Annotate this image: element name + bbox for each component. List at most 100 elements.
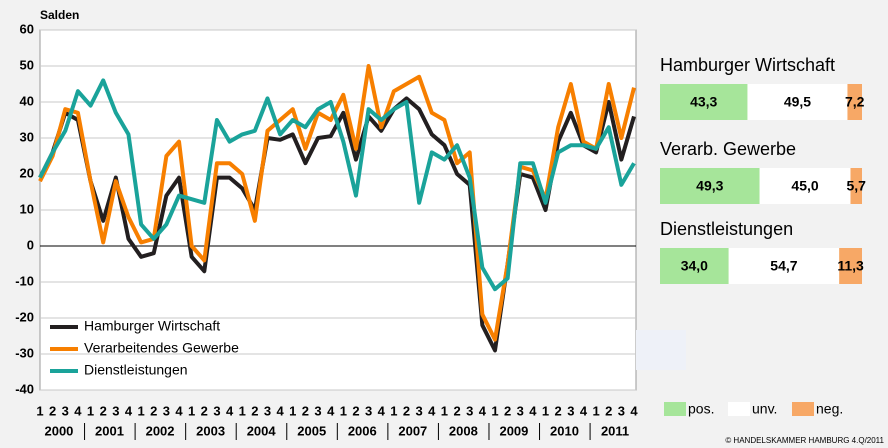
legend-swatch [728, 402, 750, 416]
value-label: 11,3 [837, 258, 864, 274]
value-label: 7,2 [845, 94, 865, 110]
y-tick-label: -40 [15, 381, 34, 396]
bar-segment [847, 84, 862, 120]
panel-title: Verarb. Gewerbe [660, 139, 796, 159]
x-tick-label: 3 [416, 403, 423, 418]
x-tick-label: 2 [201, 403, 208, 418]
x-tick-label: 3 [517, 403, 524, 418]
x-tick-label: 2 [302, 403, 309, 418]
x-tick-label: 4 [630, 403, 638, 418]
x-tick-label: 1 [137, 403, 144, 418]
y-tick-label: 20 [20, 165, 34, 180]
x-tick-label: 2 [150, 403, 157, 418]
x-tick-label: 2 [403, 403, 410, 418]
bar-segment [747, 84, 848, 120]
x-tick-label: 1 [36, 403, 43, 418]
y-tick-label: -30 [15, 345, 34, 360]
legend-label: pos. [688, 401, 714, 417]
x-tick-label: 1 [390, 403, 397, 418]
y-tick-label: 0 [27, 237, 34, 252]
x-tick-label: 3 [365, 403, 372, 418]
x-tick-label: 4 [428, 403, 436, 418]
x-tick-label: 2 [251, 403, 258, 418]
value-label: 34,0 [681, 258, 708, 274]
x-tick-label: 4 [327, 403, 335, 418]
bar-segment [850, 168, 862, 204]
value-label: 49,5 [784, 94, 811, 110]
bar-segment [660, 168, 760, 204]
year-label: 2004 [247, 423, 277, 438]
x-tick-label: 4 [226, 403, 234, 418]
footer: © HANDELSKAMMER HAMBURG 4.Q/2011 [725, 436, 884, 445]
y-tick-label: 30 [20, 129, 34, 144]
y-tick-label: 40 [20, 93, 34, 108]
legend-label: unv. [752, 401, 777, 417]
x-tick-label: 2 [100, 403, 107, 418]
panel-title: Dienstleistungen [660, 219, 793, 239]
legend-label: neg. [816, 401, 843, 417]
year-label: 2003 [196, 423, 225, 438]
year-label: 2010 [550, 423, 579, 438]
x-tick-label: 4 [479, 403, 487, 418]
bar-segment [759, 168, 851, 204]
x-tick-label: 3 [264, 403, 271, 418]
x-tick-label: 1 [491, 403, 498, 418]
x-tick-label: 4 [529, 403, 537, 418]
x-tick-label: 4 [580, 403, 588, 418]
x-tick-label: 2 [504, 403, 511, 418]
year-label: 2002 [146, 423, 175, 438]
year-label: 2011 [601, 423, 629, 438]
x-tick-label: 2 [555, 403, 562, 418]
x-tick-label: 3 [62, 403, 69, 418]
x-tick-label: 3 [618, 403, 625, 418]
x-tick-label: 4 [125, 403, 133, 418]
x-tick-label: 1 [188, 403, 195, 418]
x-tick-label: 1 [289, 403, 296, 418]
year-label: 2005 [297, 423, 326, 438]
x-tick-label: 1 [87, 403, 94, 418]
x-tick-label: 4 [378, 403, 386, 418]
x-tick-label: 3 [567, 403, 574, 418]
x-tick-label: 3 [213, 403, 220, 418]
year-label: 2007 [398, 423, 427, 438]
y-tick-label: 60 [20, 21, 34, 36]
legend-label: Hamburger Wirtschaft [84, 318, 220, 334]
year-label: 2006 [348, 423, 377, 438]
year-label: 2000 [44, 423, 73, 438]
x-tick-label: 2 [49, 403, 56, 418]
y-tick-label: -20 [15, 309, 34, 324]
bar-segment [839, 248, 862, 284]
bar-segment [728, 248, 840, 284]
x-tick-label: 3 [314, 403, 321, 418]
bar-segment [660, 248, 729, 284]
y-tick-label: 10 [20, 201, 34, 216]
y-tick-label: -10 [15, 273, 34, 288]
x-tick-label: 4 [277, 403, 285, 418]
legend-swatch [792, 402, 814, 416]
panel-title: Hamburger Wirtschaft [660, 55, 835, 75]
year-label: 2008 [449, 423, 478, 438]
legend-label: Verarbeitendes Gewerbe [84, 340, 239, 356]
y-tick-label: 50 [20, 57, 34, 72]
value-label: 5,7 [847, 178, 867, 194]
x-tick-label: 1 [340, 403, 347, 418]
x-tick-label: 1 [239, 403, 246, 418]
value-label: 54,7 [770, 258, 797, 274]
bar-segment [660, 84, 748, 120]
x-tick-label: 3 [163, 403, 170, 418]
year-label: 2009 [499, 423, 528, 438]
value-label: 43,3 [690, 94, 717, 110]
chart-title: Salden [40, 8, 79, 22]
x-tick-label: 3 [466, 403, 473, 418]
x-tick-label: 2 [453, 403, 460, 418]
x-tick-label: 2 [352, 403, 359, 418]
x-tick-label: 3 [112, 403, 119, 418]
year-label: 2001 [95, 423, 124, 438]
series-line [38, 78, 636, 292]
x-tick-label: 1 [542, 403, 549, 418]
x-tick-label: 1 [592, 403, 599, 418]
legend-label: Dienstleistungen [84, 362, 188, 378]
decor [636, 330, 686, 370]
value-label: 45,0 [791, 178, 818, 194]
